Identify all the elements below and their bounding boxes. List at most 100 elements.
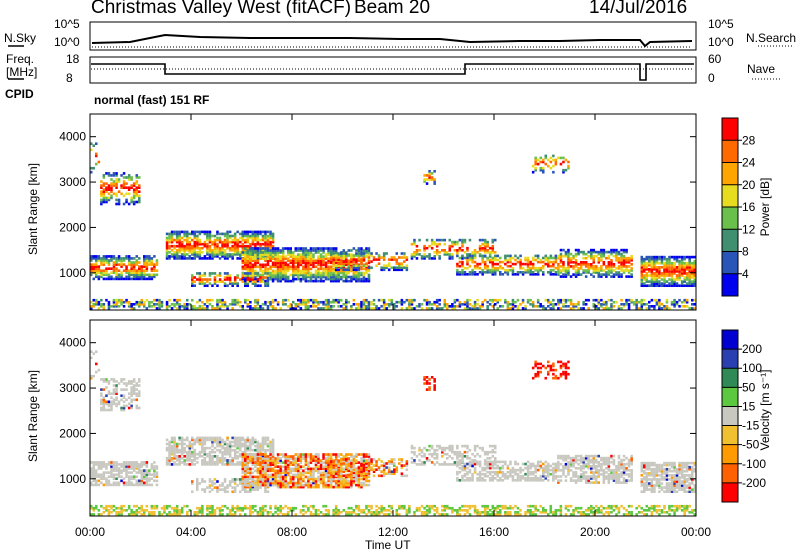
- heatmap-cell: [226, 452, 229, 456]
- heatmap-cell: [648, 268, 651, 271]
- heatmap-cell: [241, 280, 245, 283]
- heatmap-cell: [148, 255, 151, 258]
- heatmap-cell: [196, 272, 199, 275]
- heatmap-cell: [597, 250, 601, 254]
- heatmap-cell: [150, 259, 154, 262]
- heatmap-cell: [150, 467, 154, 470]
- heatmap-cell: [494, 258, 497, 262]
- heatmap-cell: [337, 264, 340, 268]
- heatmap-cell: [357, 307, 361, 310]
- heatmap-cell: [473, 256, 477, 260]
- heatmap-cell: [352, 268, 356, 272]
- heatmap-cell: [236, 478, 239, 481]
- heatmap-cell: [370, 252, 373, 255]
- heatmap-cell: [145, 475, 149, 479]
- heatmap-cell: [102, 200, 106, 204]
- heatmap-cell: [218, 457, 222, 460]
- heatmap-cell: [112, 255, 116, 258]
- heatmap-cell: [266, 230, 270, 234]
- heatmap-cell: [531, 164, 535, 168]
- heatmap-cell: [635, 300, 638, 304]
- heatmap-cell: [211, 272, 214, 275]
- heatmap-cell: [110, 461, 113, 464]
- heatmap-cell: [130, 261, 133, 264]
- heatmap-cell: [360, 457, 363, 460]
- heatmap-cell: [107, 277, 111, 281]
- heatmap-cell: [536, 162, 540, 166]
- heatmap-cell: [95, 275, 98, 279]
- heatmap-cell: [286, 471, 290, 475]
- heatmap-cell: [269, 257, 272, 261]
- heatmap-cell: [239, 438, 242, 442]
- heatmap-cell: [549, 264, 553, 268]
- nave-tick-bottom: 0: [708, 71, 715, 85]
- heatmap-cell: [658, 300, 661, 304]
- heatmap-cell: [90, 273, 93, 277]
- heatmap-cell: [90, 467, 93, 470]
- heatmap-cell: [249, 453, 252, 456]
- heatmap-cell: [186, 438, 189, 442]
- heatmap-cell: [246, 282, 250, 285]
- heatmap-cell: [211, 284, 214, 288]
- heatmap-cell: [496, 268, 500, 272]
- heatmap-cell: [231, 461, 234, 464]
- heatmap-cell: [110, 471, 113, 474]
- heatmap-cell: [678, 272, 681, 275]
- heatmap-cell: [365, 453, 368, 456]
- heatmap-cell: [549, 156, 553, 160]
- heatmap-cell: [362, 254, 366, 257]
- heatmap-cell: [226, 307, 229, 310]
- heatmap-cell: [95, 265, 98, 268]
- heatmap-cell: [213, 272, 217, 275]
- heatmap-cell: [100, 481, 103, 485]
- heatmap-cell: [239, 442, 242, 446]
- heatmap-cell: [322, 481, 325, 485]
- heatmap-cell: [322, 261, 325, 265]
- heatmap-cell: [357, 268, 361, 272]
- heatmap-cell: [685, 278, 689, 281]
- heatmap-cell: [261, 442, 265, 446]
- heatmap-cell: [261, 265, 265, 269]
- heatmap-cell: [342, 260, 346, 263]
- heatmap-cell: [286, 485, 290, 489]
- heatmap-cell: [458, 305, 462, 308]
- heatmap-cell: [170, 450, 174, 454]
- heatmap-cell: [292, 475, 295, 479]
- heatmap-cell: [281, 257, 285, 261]
- heatmap-cell: [244, 244, 247, 248]
- heatmap-cell: [261, 436, 265, 440]
- heatmap-cell: [90, 263, 93, 266]
- heatmap-cell: [249, 457, 252, 460]
- heatmap-cell: [590, 256, 593, 260]
- heatmap-cell: [135, 404, 139, 408]
- heatmap-cell: [244, 461, 247, 464]
- heatmap-cell: [342, 479, 346, 483]
- heatmap-cell: [481, 258, 484, 262]
- heatmap-cell: [284, 465, 287, 469]
- heatmap-cell: [218, 236, 222, 240]
- heatmap-cell: [92, 257, 96, 260]
- heatmap-cell: [488, 258, 492, 262]
- heatmap-cell: [120, 263, 123, 266]
- heatmap-cell: [90, 376, 93, 380]
- heatmap-cell: [254, 251, 257, 254]
- heatmap-cell: [120, 380, 123, 383]
- heatmap-cell: [342, 264, 346, 268]
- heatmap-cell: [327, 483, 330, 487]
- heatmap-cell: [286, 483, 290, 487]
- heatmap-cell: [587, 263, 590, 266]
- heatmap-cell: [233, 238, 237, 242]
- heatmap-cell: [165, 242, 169, 246]
- heatmap-cell: [673, 268, 676, 271]
- heatmap-cell: [483, 254, 487, 258]
- heatmap-cell: [466, 253, 469, 256]
- heatmap-cell: [549, 256, 553, 260]
- heatmap-cell: [117, 382, 121, 385]
- heatmap-cell: [362, 271, 366, 275]
- heatmap-cell: [446, 251, 449, 254]
- heatmap-cell: [673, 305, 676, 308]
- heatmap-cell: [132, 477, 136, 481]
- heatmap-cell: [569, 303, 573, 306]
- heatmap-cell: [499, 266, 502, 270]
- heatmap-cell: [266, 463, 270, 467]
